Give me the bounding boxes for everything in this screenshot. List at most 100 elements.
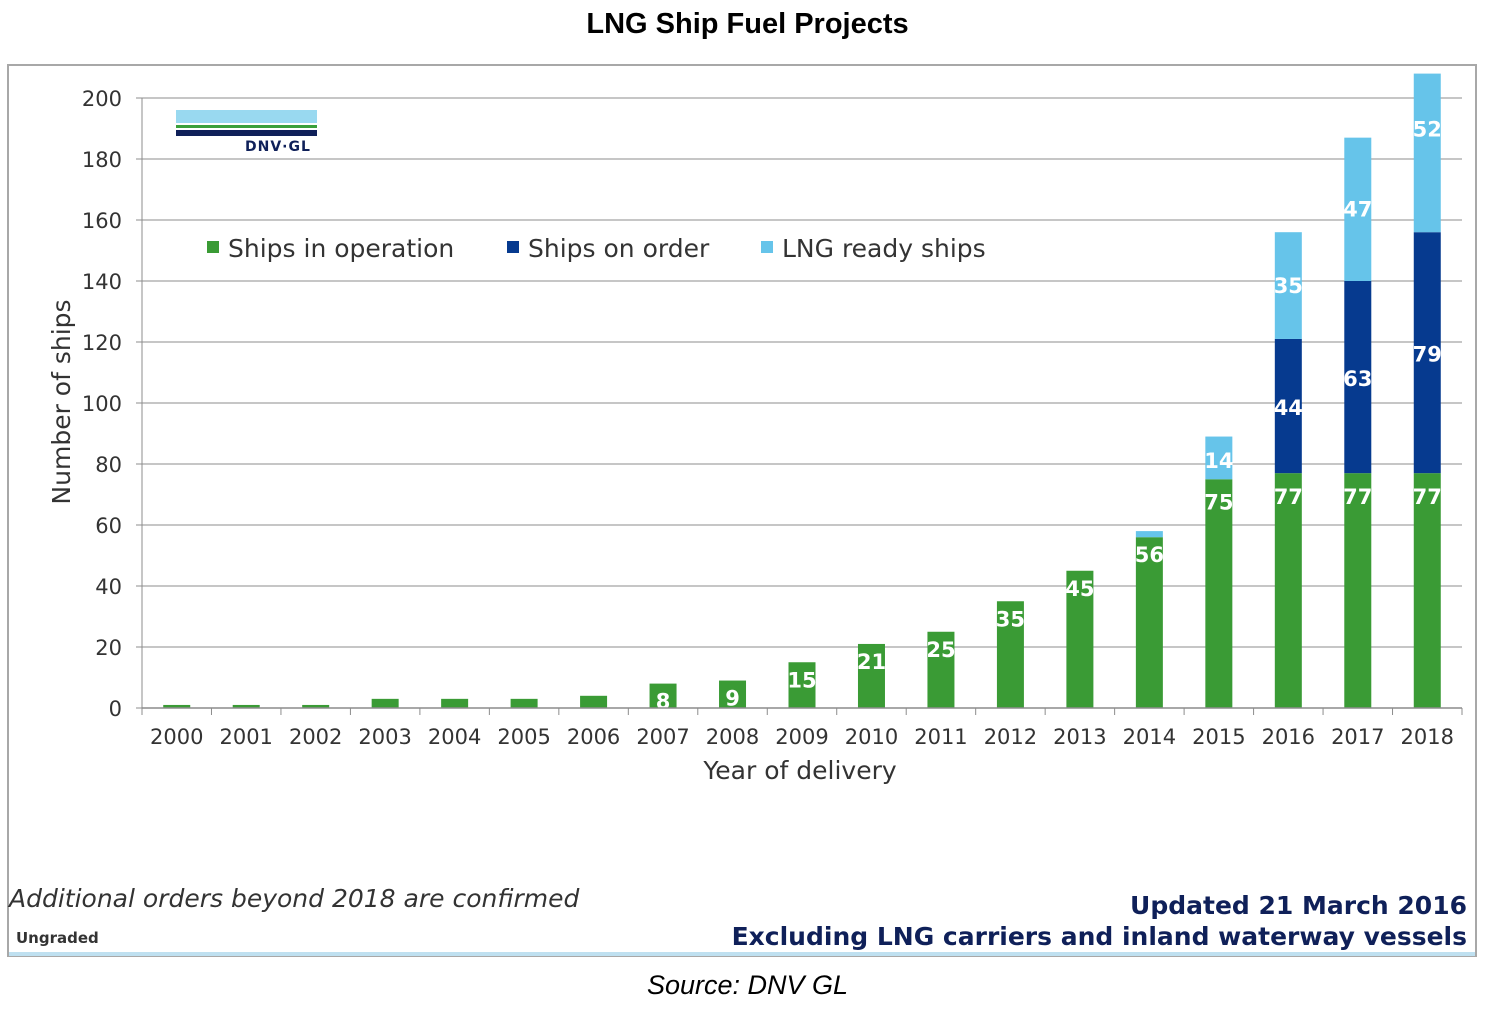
exclusion-note: Excluding LNG carriers and inland waterw… xyxy=(731,922,1467,951)
x-tick-label-2017: 2017 xyxy=(1331,725,1384,749)
x-tick-label-2009: 2009 xyxy=(775,725,828,749)
x-tick-label-2000: 2000 xyxy=(150,725,203,749)
frame-accent-line xyxy=(9,952,1475,956)
x-tick-label-2012: 2012 xyxy=(984,725,1037,749)
x-tick-label-2015: 2015 xyxy=(1192,725,1245,749)
bar-ships-on-order-2016 xyxy=(1274,338,1302,474)
data-label-2017-1: 77 xyxy=(1343,485,1372,509)
data-label-2009-1: 15 xyxy=(787,668,816,692)
bar-ships-in-operation-2006 xyxy=(580,695,608,708)
bar-ships-in-operation-2001 xyxy=(232,704,260,708)
page-title: LNG Ship Fuel Projects xyxy=(586,8,909,40)
data-label-2017-2: 63 xyxy=(1343,367,1372,391)
bar-ships-in-operation-2005 xyxy=(510,698,538,708)
y-tick-label-140: 140 xyxy=(82,270,122,294)
bar-lng-ready-ships-2016 xyxy=(1274,232,1302,339)
footnote-orders: Additional orders beyond 2018 are confir… xyxy=(9,884,580,913)
x-tick-label-2006: 2006 xyxy=(567,725,620,749)
bar-ships-in-operation-2010 xyxy=(857,643,885,708)
bar-ships-in-operation-2007 xyxy=(649,683,677,708)
y-tick-label-60: 60 xyxy=(95,514,122,538)
x-tick-label-2010: 2010 xyxy=(845,725,898,749)
data-label-2008-1: 9 xyxy=(725,687,740,711)
data-label-2016-2: 44 xyxy=(1274,396,1303,420)
bar-lng-ready-ships-2014 xyxy=(1135,531,1163,538)
x-tick-label-2001: 2001 xyxy=(219,725,272,749)
dnv-gl-logo xyxy=(176,110,317,136)
bar-ships-in-operation-2008 xyxy=(719,680,747,708)
x-tick-label-2014: 2014 xyxy=(1123,725,1176,749)
data-label-2015-1: 75 xyxy=(1204,490,1233,514)
data-label-2013-1: 45 xyxy=(1065,577,1094,601)
bar-ships-in-operation-2003 xyxy=(371,698,399,708)
bars: 8 9 15 21 25 35 45 56 75 14 77 44 35 77 63 47 77 79 52 xyxy=(163,73,1442,714)
bar-ships-in-operation-2000 xyxy=(163,704,191,708)
y-tick-label-0: 0 xyxy=(109,697,122,721)
y-tick-label-20: 20 xyxy=(95,636,122,660)
legend-label-ships-in-operation: Ships in operation xyxy=(228,234,454,263)
x-axis: 2000 2001 2002 2003 2004 2005 2006 2007 2008 2009… xyxy=(141,707,1463,749)
bar-ships-in-operation-2014 xyxy=(1135,537,1163,708)
bar-lng-ready-ships-2017 xyxy=(1344,137,1372,281)
bar-ships-in-operation-2015 xyxy=(1205,479,1233,708)
legend-label-ships-on-order: Ships on order xyxy=(528,234,710,263)
y-tick-label-40: 40 xyxy=(95,575,122,599)
legend-swatch-lng-ready-ships xyxy=(761,241,773,253)
bar-ships-in-operation-2009 xyxy=(788,662,816,708)
bar-ships-in-operation-2012 xyxy=(996,601,1024,708)
legend-swatch-ships-in-operation xyxy=(207,241,219,253)
data-label-2015-3: 14 xyxy=(1204,449,1233,473)
bar-ships-on-order-2017 xyxy=(1344,281,1372,474)
data-label-2011-1: 25 xyxy=(926,638,955,662)
bar-ships-in-operation-2017 xyxy=(1344,473,1372,708)
bar-ships-in-operation-2004 xyxy=(441,698,469,708)
x-tick-label-2008: 2008 xyxy=(706,725,759,749)
legend-label-lng-ready-ships: LNG ready ships xyxy=(782,234,986,263)
data-label-2010-1: 21 xyxy=(857,650,886,674)
data-label-2016-1: 77 xyxy=(1274,485,1303,509)
updated-date: Updated 21 March 2016 xyxy=(1130,891,1467,920)
x-tick-label-2016: 2016 xyxy=(1262,725,1315,749)
bar-ships-in-operation-2013 xyxy=(1066,570,1094,708)
data-label-2016-3: 35 xyxy=(1274,274,1303,298)
data-label-2018-1: 77 xyxy=(1413,485,1442,509)
x-tick-label-2004: 2004 xyxy=(428,725,481,749)
bar-ships-in-operation-2018 xyxy=(1413,473,1441,708)
data-label-2014-1: 56 xyxy=(1135,543,1164,567)
data-label-2017-3: 47 xyxy=(1343,198,1372,222)
x-tick-label-2005: 2005 xyxy=(497,725,550,749)
data-label-2007-1: 8 xyxy=(656,690,671,714)
bar-lng-ready-ships-2015 xyxy=(1205,436,1233,480)
bar-ships-in-operation-2002 xyxy=(302,704,330,708)
data-label-2012-1: 35 xyxy=(996,607,1025,631)
logo-band-white xyxy=(176,123,317,125)
data-label-2018-2: 79 xyxy=(1413,343,1442,367)
legend: Ships in operation Ships on order LNG read… xyxy=(207,234,986,263)
source-caption: Source: DNV GL xyxy=(646,970,849,1000)
y-tick-labels: 0 20 40 60 80 100 120 140 160 180 200 xyxy=(82,87,122,721)
x-tick-label-2011: 2011 xyxy=(914,725,967,749)
bar-ships-in-operation-2016 xyxy=(1274,473,1302,708)
bar-ships-in-operation-2011 xyxy=(927,631,955,708)
ungraded-label: Ungraded xyxy=(16,929,99,947)
y-tick-label-160: 160 xyxy=(82,209,122,233)
y-tick-label-200: 200 xyxy=(82,87,122,111)
x-tick-label-2007: 2007 xyxy=(636,725,689,749)
bar-lng-ready-ships-2018 xyxy=(1413,73,1441,233)
legend-swatch-ships-on-order xyxy=(507,241,519,253)
x-tick-label-2002: 2002 xyxy=(289,725,342,749)
x-tick-label-2003: 2003 xyxy=(358,725,411,749)
data-label-2018-3: 52 xyxy=(1413,118,1442,142)
y-tick-label-80: 80 xyxy=(95,453,122,477)
logo-band-light xyxy=(176,110,317,123)
logo-band-navy xyxy=(176,130,317,136)
x-tick-label-2013: 2013 xyxy=(1053,725,1106,749)
y-axis-label: Number of ships xyxy=(47,299,76,504)
y-tick-label-180: 180 xyxy=(82,148,122,172)
y-tick-label-100: 100 xyxy=(82,392,122,416)
logo-text: DNV·GL xyxy=(245,139,311,155)
bar-ships-on-order-2018 xyxy=(1413,232,1441,474)
x-axis-label: Year of delivery xyxy=(702,756,897,785)
x-tick-label-2018: 2018 xyxy=(1401,725,1454,749)
